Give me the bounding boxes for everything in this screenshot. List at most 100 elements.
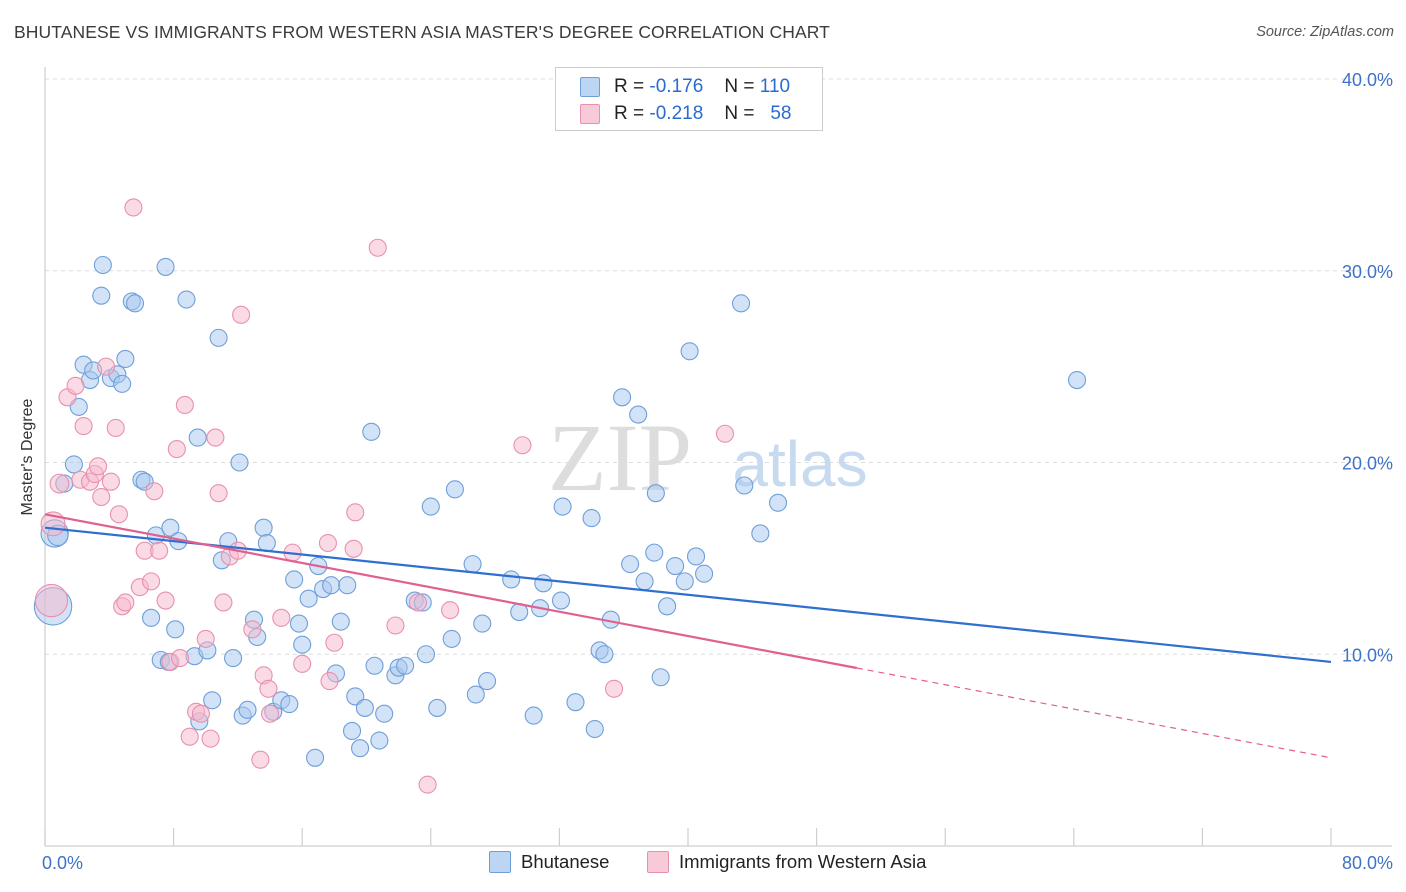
- point-western-asia: [325, 633, 344, 652]
- legend-label-western-asia: Immigrants from Western Asia: [679, 851, 927, 872]
- legend-n-value: 58: [770, 103, 792, 124]
- legend-n-label: N =: [724, 103, 755, 124]
- axes: [44, 67, 1392, 847]
- point-bhutanese: [365, 656, 384, 675]
- point-bhutanese: [751, 524, 770, 543]
- point-bhutanese: [524, 706, 543, 725]
- legend-item-bhutanese: Bhutanese: [489, 851, 609, 873]
- point-bhutanese: [93, 255, 112, 275]
- point-western-asia: [97, 357, 116, 376]
- watermark-atlas: atlas: [732, 428, 867, 500]
- point-western-asia: [124, 198, 143, 217]
- point-bhutanese: [322, 576, 341, 595]
- point-western-asia: [109, 505, 128, 524]
- point-western-asia: [156, 591, 175, 610]
- point-bhutanese: [230, 453, 249, 472]
- point-bhutanese: [161, 518, 180, 537]
- point-western-asia: [318, 533, 337, 553]
- point-bhutanese: [502, 570, 521, 589]
- point-bhutanese: [362, 422, 381, 441]
- point-bhutanese: [331, 612, 350, 631]
- point-bhutanese: [177, 290, 196, 309]
- series-bhutanese: [33, 255, 1087, 767]
- point-western-asia: [344, 539, 363, 558]
- point-western-asia: [175, 395, 194, 415]
- point-western-asia: [92, 487, 111, 507]
- point-bhutanese: [375, 704, 394, 723]
- watermark: ZIP atlas: [548, 404, 868, 511]
- point-bhutanese: [289, 614, 309, 633]
- point-bhutanese: [731, 294, 751, 313]
- point-bhutanese: [306, 748, 325, 767]
- point-western-asia: [441, 601, 460, 620]
- series-legend: Bhutanese Immigrants from Western Asia: [0, 851, 1406, 877]
- point-bhutanese: [370, 731, 389, 750]
- point-western-asia: [715, 424, 735, 443]
- point-western-asia: [66, 376, 85, 395]
- point-bhutanese: [299, 589, 318, 608]
- point-bhutanese: [635, 572, 654, 591]
- point-bhutanese: [534, 574, 553, 593]
- legend-item-western-asia: Immigrants from Western Asia: [647, 851, 926, 873]
- point-bhutanese: [254, 518, 273, 537]
- point-western-asia: [243, 620, 262, 639]
- point-western-asia: [150, 541, 169, 560]
- point-bhutanese: [293, 635, 312, 654]
- point-bhutanese: [478, 672, 497, 691]
- point-bhutanese: [355, 698, 374, 717]
- point-western-asia: [260, 704, 280, 723]
- point-western-asia: [196, 629, 215, 648]
- point-bhutanese: [224, 649, 243, 668]
- point-bhutanese: [113, 374, 132, 393]
- y-tick-label: 30.0%: [1342, 262, 1393, 282]
- legend-r-value: -0.176: [649, 76, 704, 97]
- trend-line-western-asia-extrapolated: [856, 667, 1332, 759]
- point-bhutanese: [585, 719, 604, 739]
- point-bhutanese: [658, 597, 677, 616]
- point-bhutanese: [686, 547, 706, 566]
- point-western-asia: [232, 305, 251, 324]
- point-western-asia: [101, 472, 120, 491]
- legend-swatch-blue: [580, 77, 600, 97]
- point-bhutanese: [613, 388, 632, 407]
- point-bhutanese: [166, 620, 185, 639]
- point-western-asia: [145, 482, 164, 501]
- point-western-asia: [201, 729, 220, 748]
- point-bhutanese: [351, 739, 370, 758]
- point-bhutanese: [342, 721, 362, 741]
- point-bhutanese: [156, 257, 175, 276]
- point-bhutanese: [416, 645, 436, 664]
- point-bhutanese: [116, 349, 135, 369]
- point-bhutanese: [92, 286, 111, 305]
- point-bhutanese: [338, 576, 357, 595]
- point-western-asia: [408, 593, 427, 612]
- point-western-asia: [605, 679, 624, 698]
- legend-n-label: N =: [724, 76, 755, 97]
- point-bhutanese: [466, 685, 485, 704]
- point-western-asia: [167, 440, 186, 459]
- stats-legend: R = -0.176 N = 110 R = -0.218 N = 58: [555, 67, 823, 131]
- legend-label-bhutanese: Bhutanese: [521, 851, 610, 872]
- point-western-asia: [259, 679, 278, 698]
- legend-r-value: -0.218: [649, 103, 704, 124]
- point-bhutanese: [428, 698, 447, 717]
- legend-n-value: 110: [759, 76, 791, 97]
- point-bhutanese: [209, 328, 228, 347]
- point-bhutanese: [735, 476, 754, 495]
- point-western-asia: [116, 593, 135, 612]
- y-tick-label: 10.0%: [1342, 645, 1393, 665]
- watermark-zip: ZIP: [548, 404, 692, 511]
- legend-swatch-blue: [489, 851, 511, 873]
- point-western-asia: [170, 649, 190, 668]
- point-bhutanese: [695, 564, 714, 583]
- point-western-asia: [418, 775, 437, 794]
- point-bhutanese: [1067, 370, 1087, 390]
- gridlines: [45, 78, 1392, 655]
- point-western-asia: [368, 238, 387, 257]
- point-western-asia: [346, 503, 365, 522]
- trend-line-western-asia: [44, 513, 857, 670]
- legend-swatch-pink: [647, 851, 669, 873]
- point-western-asia: [106, 418, 125, 438]
- point-bhutanese: [566, 693, 585, 712]
- trend-lines: [44, 513, 1332, 759]
